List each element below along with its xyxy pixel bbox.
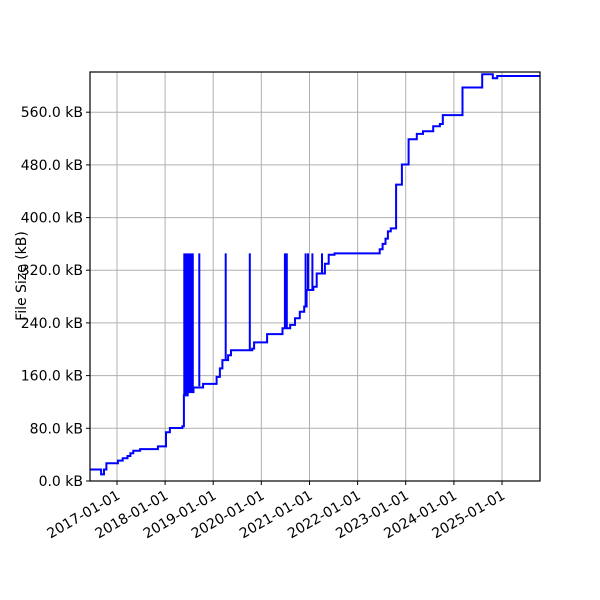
y-tick-label: 0.0 kB xyxy=(39,474,83,490)
y-tick-label: 400.0 kB xyxy=(21,211,83,227)
y-tick-label: 160.0 kB xyxy=(21,369,83,385)
axis-tick-marks xyxy=(86,111,503,485)
y-tick-label: 80.0 kB xyxy=(30,421,83,437)
plot-border xyxy=(89,71,541,482)
y-tick-label: 240.0 kB xyxy=(21,316,83,332)
y-axis-label: File Size (kB) xyxy=(14,231,30,321)
y-tick-label: 320.0 kB xyxy=(21,263,83,279)
y-tick-label: 560.0 kB xyxy=(21,105,83,121)
file-size-spike-lines xyxy=(183,253,323,396)
y-tick-label: 480.0 kB xyxy=(21,158,83,174)
file-size-line xyxy=(90,73,540,476)
y-axis-tick-labels: 0.0 kB 80.0 kB 160.0 kB 240.0 kB 320.0 kB 400… xyxy=(21,105,83,490)
